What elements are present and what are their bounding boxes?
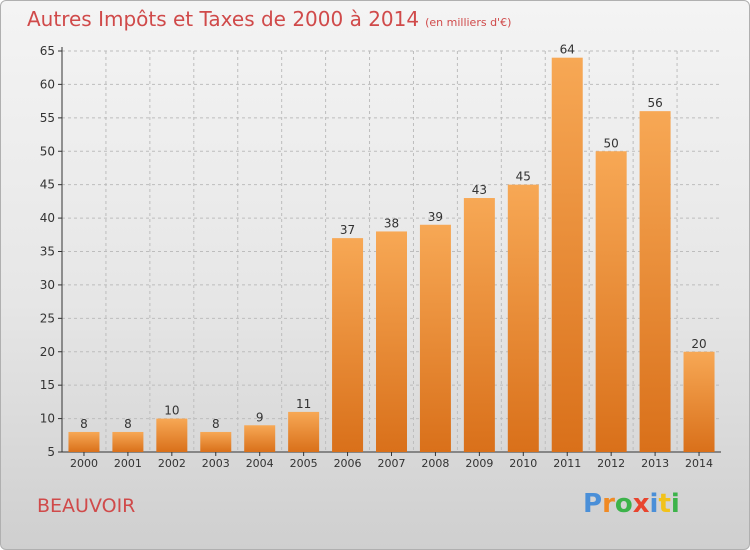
bars [68,57,715,453]
x-tick-label: 2010 [509,457,537,470]
y-tick-label: 15 [40,378,55,392]
logo-letter: i [649,489,659,519]
location-name: BEAUVOIR [37,495,136,517]
bar-value-label: 43 [472,183,487,197]
x-tick-label: 2012 [597,457,625,470]
bar [683,351,715,452]
y-tick-label: 40 [40,211,55,225]
bar-value-label: 10 [164,404,179,418]
bar [244,425,276,452]
logo-letter: P [583,489,603,519]
bar [288,411,320,452]
bar-value-label: 50 [604,136,619,150]
bar [551,57,583,452]
x-tick-label: 2005 [290,457,318,470]
grid-lines [62,50,721,452]
chart-title: Autres Impôts et Taxes de 2000 à 2014 (en… [27,7,511,31]
bar-value-label: 39 [428,210,443,224]
y-tick-label: 30 [40,278,55,292]
bar-value-label: 64 [560,43,575,57]
x-tick-label: 2004 [246,457,274,470]
bar-value-label: 45 [516,170,531,184]
bar-value-label: 37 [340,223,355,237]
x-tick-label: 2008 [421,457,449,470]
bar-value-label: 8 [80,417,88,431]
bar-value-label: 8 [124,417,132,431]
proxiti-logo[interactable]: Proxiti [583,489,680,519]
bar [639,111,671,453]
x-tick-label: 2002 [158,457,186,470]
x-tick-label: 2001 [114,457,142,470]
x-tick-label: 2009 [465,457,493,470]
y-tick-label: 60 [40,77,55,91]
x-tick-label: 2000 [70,457,98,470]
bar [112,431,144,452]
bar [200,431,232,452]
logo-letter: r [602,489,615,519]
y-tick-label: 5 [47,445,55,459]
logo-letter: t [658,489,671,519]
y-tick-label: 25 [40,311,55,325]
x-tick-label: 2007 [378,457,406,470]
y-tick-label: 65 [40,44,55,58]
x-tick-label: 2014 [685,457,713,470]
chart-title-main: Autres Impôts et Taxes de 2000 à 2014 [27,7,420,31]
bar-value-label: 56 [647,96,662,110]
bar [376,231,407,452]
bar [463,198,495,452]
y-tick-label: 50 [40,144,55,158]
bar [68,431,100,452]
x-tick-label: 2011 [553,457,581,470]
y-tick-label: 20 [40,345,55,359]
bar [419,224,451,452]
bar-value-label: 9 [256,410,264,424]
chart-title-unit: (en milliers d'€) [425,16,512,29]
x-tick-label: 2013 [641,457,669,470]
bar [156,418,188,452]
bar [507,184,539,452]
y-tick-label: 55 [40,111,55,125]
bar [332,238,364,452]
y-tick-label: 10 [40,412,55,426]
y-tick-label: 45 [40,178,55,192]
x-tick-label: 2003 [202,457,230,470]
bar-value-label: 38 [384,216,399,230]
labels: 5 10 15 20 25 30 35 40 45 50 55 60 65 8 2000 8 2001 10 200… [40,43,713,470]
y-tick-label: 35 [40,245,55,259]
logo-letter: x [632,489,650,519]
bar-value-label: 8 [212,417,220,431]
logo-letter: i [670,489,680,519]
x-tick-label: 2006 [334,457,362,470]
bar-value-label: 20 [691,337,706,351]
logo-letter: o [614,489,633,519]
bar-value-label: 11 [296,397,311,411]
bar [595,151,627,452]
